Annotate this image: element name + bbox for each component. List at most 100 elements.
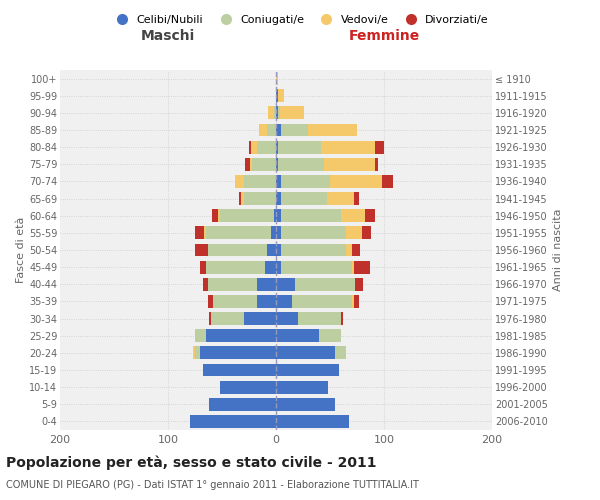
- Bar: [241, 192, 244, 205]
- Bar: [276, 364, 338, 376]
- Bar: [200, 346, 276, 360]
- Bar: [206, 226, 271, 239]
- Bar: [250, 158, 252, 170]
- Bar: [322, 140, 376, 153]
- Bar: [206, 260, 265, 274]
- Bar: [245, 158, 250, 170]
- Bar: [193, 346, 195, 360]
- Bar: [257, 140, 276, 153]
- Y-axis label: Fasce di età: Fasce di età: [16, 217, 26, 283]
- Bar: [276, 175, 281, 188]
- Bar: [276, 226, 281, 239]
- Bar: [354, 295, 359, 308]
- Bar: [295, 278, 355, 290]
- Bar: [346, 244, 352, 256]
- Bar: [346, 226, 362, 239]
- Bar: [208, 278, 257, 290]
- Bar: [235, 175, 244, 188]
- Bar: [203, 278, 208, 290]
- Bar: [354, 260, 370, 274]
- Bar: [276, 90, 278, 102]
- Bar: [352, 260, 354, 274]
- Bar: [376, 140, 384, 153]
- Bar: [355, 278, 364, 290]
- Text: Femmine: Femmine: [349, 28, 419, 42]
- Bar: [209, 398, 276, 410]
- Bar: [259, 124, 268, 136]
- Bar: [276, 380, 328, 394]
- Bar: [330, 175, 382, 188]
- Bar: [276, 106, 278, 120]
- Bar: [200, 260, 206, 274]
- Bar: [327, 192, 354, 205]
- Bar: [209, 312, 211, 325]
- Bar: [276, 330, 319, 342]
- Bar: [268, 124, 276, 136]
- Bar: [365, 210, 376, 222]
- Bar: [352, 244, 360, 256]
- Bar: [281, 175, 330, 188]
- Text: Maschi: Maschi: [141, 28, 195, 42]
- Bar: [195, 346, 200, 360]
- Bar: [362, 226, 371, 239]
- Bar: [281, 210, 341, 222]
- Bar: [276, 244, 281, 256]
- Bar: [244, 192, 276, 205]
- Text: COMUNE DI PIEGARO (PG) - Dati ISTAT 1° gennaio 2011 - Elaborazione TUTTITALIA.IT: COMUNE DI PIEGARO (PG) - Dati ISTAT 1° g…: [6, 480, 419, 490]
- Bar: [276, 192, 281, 205]
- Bar: [239, 192, 241, 205]
- Bar: [244, 175, 276, 188]
- Bar: [276, 278, 295, 290]
- Bar: [257, 295, 276, 308]
- Bar: [278, 90, 284, 102]
- Bar: [341, 312, 343, 325]
- Bar: [278, 158, 323, 170]
- Bar: [281, 226, 346, 239]
- Bar: [203, 364, 276, 376]
- Bar: [190, 415, 276, 428]
- Bar: [251, 140, 257, 153]
- Bar: [341, 210, 365, 222]
- Bar: [281, 260, 352, 274]
- Bar: [206, 330, 276, 342]
- Bar: [220, 380, 276, 394]
- Bar: [276, 260, 281, 274]
- Bar: [281, 244, 346, 256]
- Bar: [281, 192, 327, 205]
- Bar: [276, 312, 298, 325]
- Bar: [274, 210, 276, 222]
- Bar: [292, 295, 352, 308]
- Bar: [195, 330, 206, 342]
- Bar: [208, 244, 268, 256]
- Bar: [276, 158, 278, 170]
- Text: Popolazione per età, sesso e stato civile - 2011: Popolazione per età, sesso e stato civil…: [6, 455, 377, 469]
- Bar: [276, 72, 278, 85]
- Bar: [212, 210, 218, 222]
- Legend: Celibi/Nubili, Coniugati/e, Vedovi/e, Divorziati/e: Celibi/Nubili, Coniugati/e, Vedovi/e, Di…: [107, 10, 493, 29]
- Bar: [195, 244, 208, 256]
- Bar: [276, 124, 281, 136]
- Bar: [354, 192, 359, 205]
- Bar: [203, 226, 206, 239]
- Bar: [274, 106, 276, 120]
- Bar: [218, 210, 220, 222]
- Bar: [323, 158, 376, 170]
- Bar: [244, 312, 276, 325]
- Bar: [278, 140, 322, 153]
- Bar: [281, 124, 308, 136]
- Bar: [335, 346, 346, 360]
- Bar: [352, 295, 354, 308]
- Bar: [319, 330, 341, 342]
- Bar: [220, 210, 274, 222]
- Y-axis label: Anni di nascita: Anni di nascita: [553, 209, 563, 291]
- Bar: [195, 226, 203, 239]
- Bar: [298, 312, 341, 325]
- Bar: [271, 226, 276, 239]
- Bar: [276, 140, 278, 153]
- Bar: [211, 312, 244, 325]
- Bar: [382, 175, 392, 188]
- Bar: [265, 260, 276, 274]
- Bar: [252, 158, 276, 170]
- Bar: [268, 244, 276, 256]
- Bar: [376, 158, 377, 170]
